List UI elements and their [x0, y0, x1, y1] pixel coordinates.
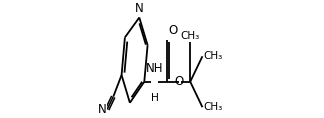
- Text: CH₃: CH₃: [203, 102, 222, 112]
- Text: O: O: [174, 75, 183, 88]
- Text: O: O: [169, 24, 178, 37]
- Text: N: N: [135, 2, 144, 15]
- Text: NH: NH: [145, 62, 163, 75]
- Text: CH₃: CH₃: [180, 31, 199, 41]
- Text: CH₃: CH₃: [203, 51, 222, 61]
- Text: N: N: [98, 103, 107, 116]
- Text: H: H: [151, 93, 159, 103]
